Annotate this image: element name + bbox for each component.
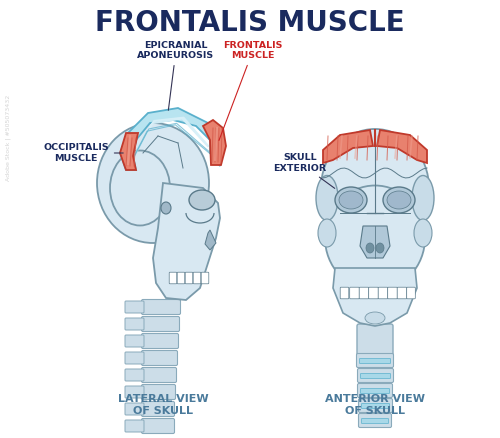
FancyBboxPatch shape [340, 287, 349, 299]
Polygon shape [205, 230, 216, 250]
FancyBboxPatch shape [388, 287, 398, 299]
Text: SKULL
EXTERIOR: SKULL EXTERIOR [274, 153, 335, 188]
Polygon shape [323, 130, 373, 163]
Text: EPICRANIAL
APONEUROSIS: EPICRANIAL APONEUROSIS [138, 41, 214, 110]
Ellipse shape [383, 187, 415, 213]
FancyBboxPatch shape [177, 272, 185, 284]
Ellipse shape [376, 243, 384, 253]
FancyBboxPatch shape [358, 368, 394, 382]
FancyBboxPatch shape [142, 418, 174, 434]
FancyBboxPatch shape [358, 413, 392, 427]
Text: FRONTALIS MUSCLE: FRONTALIS MUSCLE [95, 9, 405, 37]
Text: Adobe Stock | #505073432: Adobe Stock | #505073432 [5, 95, 11, 181]
Text: OCCIPITALIS
MUSCLE: OCCIPITALIS MUSCLE [43, 143, 123, 162]
FancyBboxPatch shape [357, 324, 393, 360]
FancyBboxPatch shape [125, 403, 144, 415]
FancyBboxPatch shape [125, 386, 144, 398]
FancyBboxPatch shape [378, 287, 388, 299]
FancyBboxPatch shape [350, 287, 360, 299]
FancyBboxPatch shape [201, 272, 209, 284]
Polygon shape [360, 226, 390, 258]
Ellipse shape [412, 176, 434, 220]
FancyBboxPatch shape [142, 385, 176, 399]
FancyBboxPatch shape [193, 272, 201, 284]
Polygon shape [120, 133, 138, 170]
FancyBboxPatch shape [142, 367, 176, 382]
Polygon shape [120, 108, 222, 170]
Polygon shape [377, 130, 427, 163]
FancyBboxPatch shape [359, 287, 369, 299]
FancyBboxPatch shape [356, 353, 394, 367]
FancyBboxPatch shape [142, 402, 174, 417]
Ellipse shape [335, 187, 367, 213]
Ellipse shape [318, 219, 336, 247]
Ellipse shape [161, 202, 171, 214]
FancyBboxPatch shape [142, 333, 178, 349]
Ellipse shape [339, 191, 363, 209]
FancyBboxPatch shape [362, 403, 390, 409]
Ellipse shape [414, 219, 432, 247]
Ellipse shape [365, 312, 385, 324]
FancyBboxPatch shape [125, 369, 144, 381]
FancyBboxPatch shape [142, 317, 180, 332]
FancyBboxPatch shape [360, 374, 390, 378]
FancyBboxPatch shape [125, 352, 144, 364]
FancyBboxPatch shape [360, 358, 390, 364]
Text: LATERAL VIEW
OF SKULL: LATERAL VIEW OF SKULL [118, 394, 208, 416]
Polygon shape [153, 183, 220, 300]
FancyBboxPatch shape [368, 287, 378, 299]
FancyBboxPatch shape [397, 287, 407, 299]
Ellipse shape [321, 129, 429, 247]
Ellipse shape [387, 191, 411, 209]
FancyBboxPatch shape [125, 301, 144, 313]
FancyBboxPatch shape [360, 389, 390, 393]
FancyBboxPatch shape [406, 287, 416, 299]
FancyBboxPatch shape [358, 384, 392, 398]
Polygon shape [203, 120, 226, 165]
FancyBboxPatch shape [142, 300, 180, 314]
Ellipse shape [97, 123, 209, 243]
Ellipse shape [189, 190, 215, 210]
Text: FRONTALIS
MUSCLE: FRONTALIS MUSCLE [219, 41, 282, 141]
FancyBboxPatch shape [169, 272, 177, 284]
Ellipse shape [316, 176, 338, 220]
Text: ANTERIOR VIEW
OF SKULL: ANTERIOR VIEW OF SKULL [325, 394, 425, 416]
Polygon shape [333, 268, 417, 326]
FancyBboxPatch shape [362, 418, 388, 424]
Ellipse shape [366, 243, 374, 253]
FancyBboxPatch shape [125, 420, 144, 432]
FancyBboxPatch shape [125, 335, 144, 347]
Ellipse shape [110, 151, 170, 226]
FancyBboxPatch shape [358, 399, 392, 413]
FancyBboxPatch shape [185, 272, 193, 284]
FancyBboxPatch shape [125, 318, 144, 330]
FancyBboxPatch shape [142, 350, 178, 365]
Ellipse shape [325, 186, 425, 290]
